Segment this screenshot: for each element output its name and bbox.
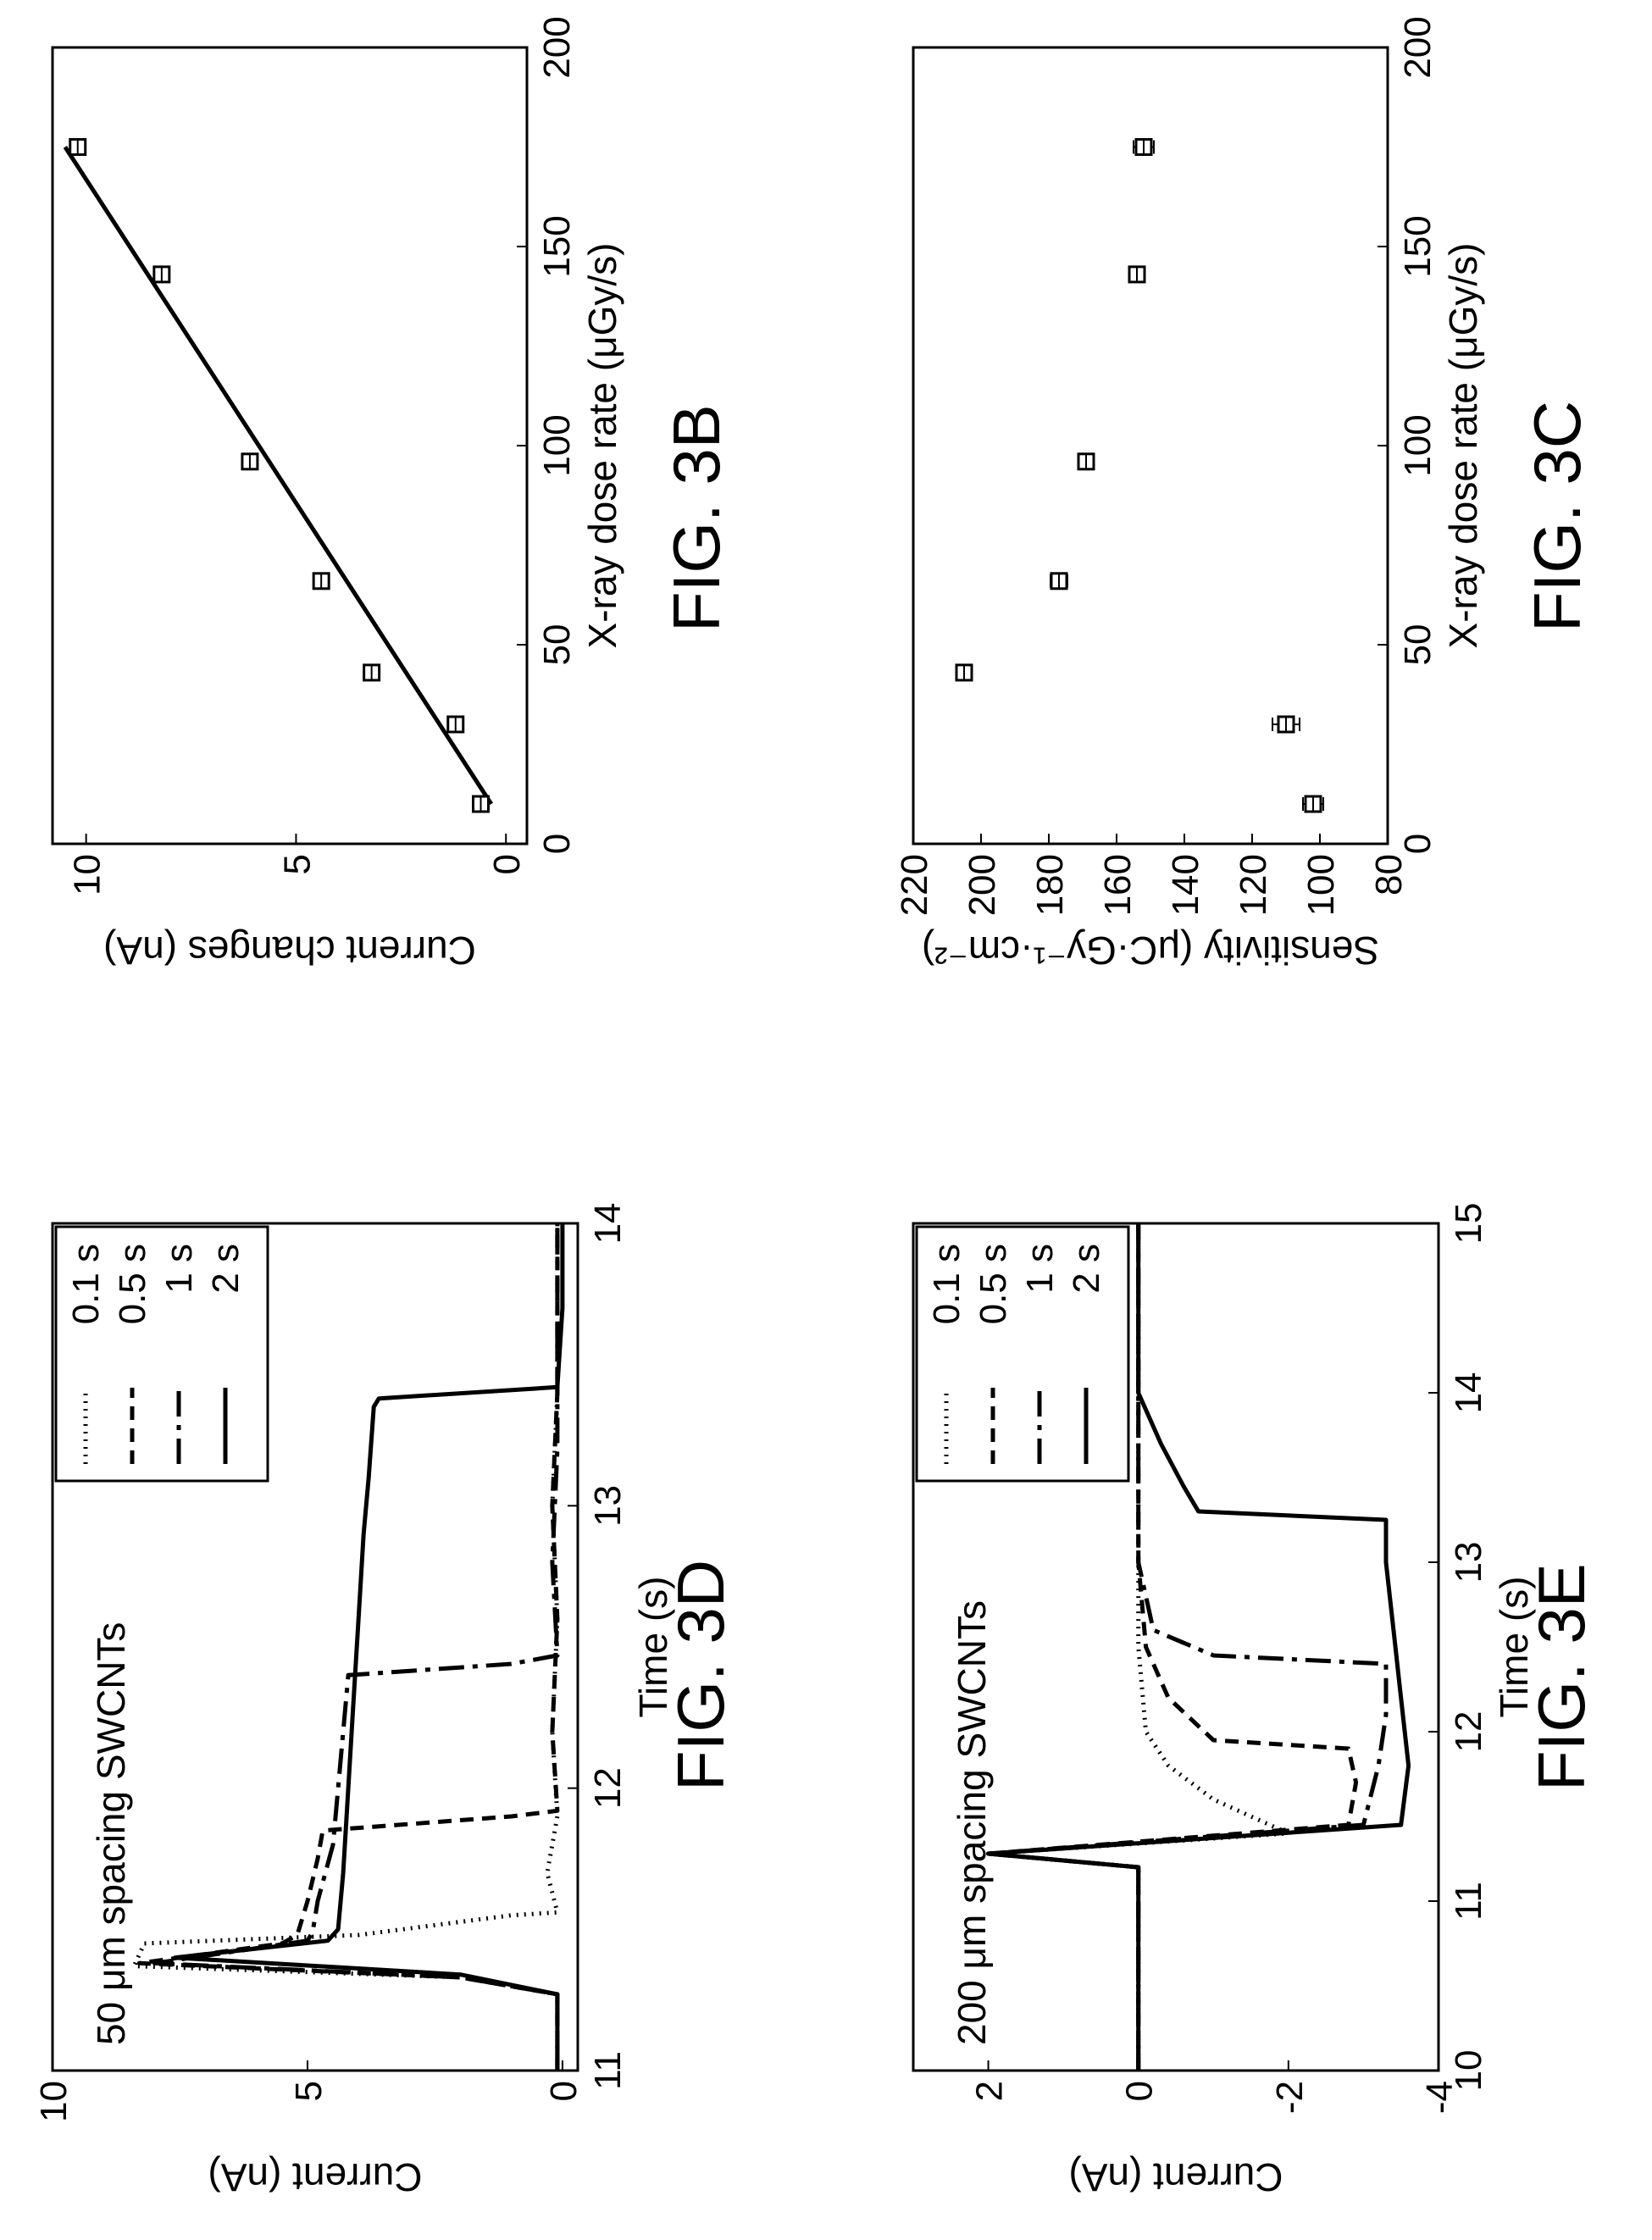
fig3d-series-line-2s [173,1223,565,2071]
fig3c-x-tick-label: 0 [1397,834,1439,854]
fig3e-x-tick-label: 11 [1448,1882,1489,1921]
fig3d-chart: 11 12 13 14 0 5 10 Time (s) Current (nA) 50 μm sp… [33,1203,675,2199]
fig3e-legend-label: 1 s [1019,1244,1061,1294]
fig3b-y-axis-label: Current changes (nA) [103,929,476,973]
fig3c-x-axis-label: X-ray dose rate (μGy/s) [1441,243,1485,649]
fig3d-x-tick-label: 11 [587,2051,629,2090]
fig3b-panel: 0 50 100 150 200 0 5 10 X-ray dose rate (μGy/s) C… [19,16,764,988]
fig3b-chart: 0 50 100 150 200 0 5 10 X-ray dose rate (μGy/s) C… [51,16,624,973]
fig3e-legend-label: 0.1 s [926,1244,967,1324]
fig3d-legend-label: 0.5 s [112,1244,153,1324]
fig3d-x-tick-label: 12 [587,1767,629,1809]
fig3b-x-tick-label: 0 [536,834,578,854]
fig3b-x-tick-label: 200 [536,16,578,78]
fig3d-y-tick-label: 5 [288,2081,330,2101]
fig3c-caption: FIG. 3C [1520,400,1594,632]
fig3b-x-tick-label: 100 [536,414,578,476]
fig3e-legend-label: 2 s [1066,1244,1107,1294]
fig3c-plot-frame [912,46,1389,846]
fig3e-legend-box [915,1225,1130,1483]
fig3e-series-line-2s [986,1223,1411,2071]
fig3d-annotation: 50 μm spacing SWCNTs [89,1622,133,2045]
fig3e-x-tick-label: 13 [1448,1542,1489,1583]
fig3c-x-tick-label: 100 [1397,414,1439,476]
fig3b-y-tick-label: 10 [67,854,108,895]
fig3b-y-tick-label: 0 [486,854,528,874]
fig3c-y-tick-label: 80 [1368,854,1410,895]
fig3e-y-axis-label: Current (nA) [1068,2155,1283,2199]
fig3c-y-axis-label: Sensitivity (μC·Gy⁻¹·cm⁻²) [922,929,1379,973]
fig3e-annotation: 200 μm spacing SWCNTs [950,1600,994,2045]
fig3d-legend-label: 2 s [205,1244,247,1294]
fig3c-y-tick-label: 120 [1233,854,1274,916]
fig3c-x-tick-label: 150 [1397,215,1439,277]
fig3e-y-tick-label: 0 [1119,2081,1161,2101]
fig3e-x-tick-label: 15 [1448,1203,1489,1245]
fig3d-y-axis-label: Current (nA) [208,2155,422,2199]
fig3b-x-tick-label: 50 [536,624,578,666]
fig3d-plot-frame [51,1222,579,2072]
fig3e-x-axis-label: Time (s) [1492,1577,1536,1718]
fig3e-x-tick-label: 10 [1448,2050,1489,2092]
fig3d-x-tick-label: 13 [587,1485,629,1527]
fig3c-y-tick-label: 140 [1165,854,1206,916]
fig3d-x-tick-label: 14 [587,1203,629,1245]
fig3e-plot-frame [912,1222,1440,2072]
fig3c-x-tick-label: 200 [1397,16,1439,78]
fig3d-y-tick-label: 0 [543,2081,585,2101]
fig3e-panel: 10 11 12 13 14 15 -4 -2 0 2 Time (s) Current (nA) 20… [879,1198,1642,2215]
fig3c-chart: 0 50 100 150 200 80 100 120 140 160 180 200 220 X-ray… [894,16,1485,973]
fig3b-y-tick-label: 5 [276,854,318,874]
fig3d-x-axis-label: Time (s) [631,1577,675,1718]
fig3e-legend-label: 0.5 s [973,1244,1014,1324]
fig3b-x-tick-label: 150 [536,215,578,277]
fig3e-y-tick-label: 2 [969,2081,1011,2101]
fig3d-caption: FIG. 3D [663,1559,738,1791]
fig3d-panel: 11 12 13 14 0 5 10 Time (s) Current (nA) 50 μm sp… [19,1198,781,2215]
fig3e-chart: 10 11 12 13 14 15 -4 -2 0 2 Time (s) Current (nA) 20… [912,1203,1536,2199]
fig3e-y-tick-label: -4 [1419,2081,1461,2114]
fig3e-x-tick-label: 12 [1448,1711,1489,1753]
fig3e-caption: FIG. 3E [1524,1563,1599,1791]
fig3c-panel: 0 50 100 150 200 80 100 120 140 160 180 200 220 X-ray… [879,16,1625,988]
fig3b-x-axis-label: X-ray dose rate (μGy/s) [580,243,624,649]
fig3c-y-tick-label: 180 [1029,854,1071,916]
fig3e-series-line-0p5s [986,1223,1359,2071]
fig3e-series-line-1s [986,1223,1389,2071]
fig3c-y-tick-label: 200 [962,854,1003,916]
fig3e-x-tick-label: 14 [1448,1372,1489,1414]
fig3b-caption: FIG. 3B [659,404,734,632]
fig3b-fit-line [63,146,493,806]
fig3d-series-line-1s [152,1223,560,2071]
fig3d-legend-label: 1 s [158,1244,200,1294]
fig3d-legend-label: 0.1 s [65,1244,107,1324]
fig3c-y-tick-label: 100 [1300,854,1342,916]
fig3c-y-tick-label: 160 [1097,854,1139,916]
fig3c-x-tick-label: 50 [1397,624,1439,666]
fig3c-y-tick-label: 220 [894,854,935,916]
fig3d-legend-box [54,1225,269,1483]
fig3e-y-tick-label: -2 [1269,2081,1311,2114]
fig3d-y-tick-label: 10 [33,2081,75,2122]
